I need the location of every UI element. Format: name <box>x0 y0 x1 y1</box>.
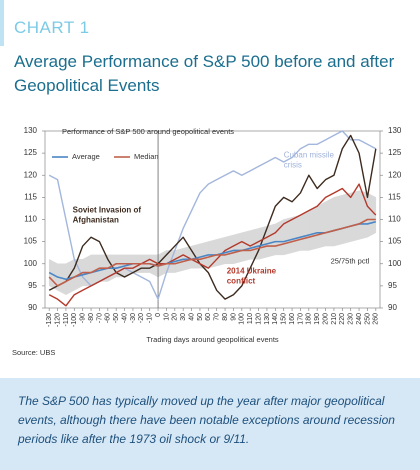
x-tick-label: 210 <box>331 313 338 325</box>
percentile-band <box>350 190 360 242</box>
y-tick-label: 110 <box>24 215 37 224</box>
x-tick-label: -80 <box>88 313 95 323</box>
y-tick-label: 120 <box>24 170 38 179</box>
x-tick-label: 110 <box>247 313 254 324</box>
percentile-band <box>233 232 243 265</box>
x-tick-label: 250 <box>364 313 371 325</box>
series-annotation: Cuban missile crisis <box>284 150 335 169</box>
y2-tick-label: 105 <box>388 237 402 246</box>
y2-tick-label: 100 <box>388 259 402 268</box>
series-line <box>48 218 376 287</box>
y-tick-label: 95 <box>28 281 37 290</box>
accent-strip <box>0 0 4 46</box>
percentile-band <box>333 194 343 247</box>
x-tick-label: 240 <box>356 313 363 325</box>
band-annotation: 25/75th pctl <box>331 257 370 266</box>
x-tick-label: 140 <box>272 313 279 325</box>
y-tick-label: 130 <box>24 126 38 135</box>
x-tick-label: -60 <box>105 313 112 323</box>
y-tick-label: 125 <box>24 148 38 157</box>
x-tick-label: 260 <box>373 313 380 325</box>
x-tick-label: 230 <box>348 313 355 325</box>
x-tick-label: 100 <box>239 313 246 325</box>
event-line <box>48 134 377 300</box>
series-annotation: Soviet Invasion of Afghanistan <box>73 206 142 225</box>
x-tick-label: 190 <box>314 313 321 325</box>
y-tick-label: 90 <box>28 303 37 312</box>
percentile-band <box>300 210 310 251</box>
x-tick-label: 200 <box>322 313 329 325</box>
chart-label: CHART 1 <box>14 18 90 37</box>
x-tick-label: 130 <box>264 313 271 325</box>
percentile-band <box>266 223 276 258</box>
annotation-line: 2014 Ukraine <box>227 266 277 275</box>
x-tick-label: -40 <box>121 313 128 323</box>
percentile-band <box>358 190 368 240</box>
x-tick-label: 220 <box>339 313 346 325</box>
x-tick-label: -90 <box>80 313 87 323</box>
x-tick-label: -70 <box>96 313 103 323</box>
x-tick-label: -20 <box>138 313 145 323</box>
annotation-line: conflict <box>227 276 256 285</box>
chart: Source: UBS 90 90 95 95 100 100 105 105 110 110 11… <box>12 126 402 357</box>
x-tick-label: 80 <box>222 313 229 321</box>
chart-title: Performance of S&P 500 around geopolitic… <box>62 127 234 136</box>
y2-tick-label: 95 <box>388 281 397 290</box>
percentile-band <box>342 192 351 245</box>
x-tick-label: 0 <box>155 313 162 317</box>
series-line <box>48 220 377 281</box>
y2-tick-label: 130 <box>388 126 402 135</box>
note: The S&P 500 has typically moved up the y… <box>0 378 420 470</box>
x-tick-label: 10 <box>163 313 170 321</box>
x-tick-label: -120 <box>54 313 61 327</box>
y2-tick-label: 110 <box>388 215 401 224</box>
annotation-line: Soviet Invasion of <box>73 206 142 215</box>
x-tick-label: 60 <box>205 313 212 321</box>
x-tick-label: 150 <box>281 313 288 325</box>
y2-tick-label: 90 <box>388 303 397 312</box>
series-annotation: 2014 Ukraine conflict <box>227 266 277 285</box>
x-tick-label: -100 <box>71 313 78 327</box>
event-line <box>48 183 377 307</box>
source: Source: UBS <box>12 348 55 357</box>
x-tick-label: 160 <box>289 313 296 325</box>
annotation-line: Cuban missile <box>284 150 335 159</box>
legend-label: Average <box>72 152 100 161</box>
x-tick-label: -50 <box>113 313 120 323</box>
percentile-band <box>367 192 377 238</box>
annotation-line: crisis <box>284 160 302 169</box>
y-tick-label: 105 <box>24 237 38 246</box>
legend-label: Median <box>134 152 159 161</box>
x-tick-label: 50 <box>197 313 204 321</box>
x-tick-label: 120 <box>255 313 262 325</box>
x-tick-label: 40 <box>188 313 195 321</box>
x-tick-label: -110 <box>63 313 70 327</box>
annotation-line: Afghanistan <box>73 216 119 225</box>
y-tick-label: 100 <box>24 259 38 268</box>
x-tick-label: 30 <box>180 313 187 321</box>
y-tick-label: 115 <box>24 192 37 201</box>
heading: Average Performance of S&P 500 before an… <box>14 52 395 95</box>
x-tick-label: 180 <box>306 313 313 325</box>
y2-tick-label: 120 <box>388 170 402 179</box>
x-tick-label: 170 <box>297 313 304 325</box>
x-tick-label: 90 <box>230 313 237 321</box>
x-tick-label: 70 <box>214 313 221 321</box>
y2-tick-label: 125 <box>388 148 402 157</box>
x-tick-label: -30 <box>130 313 137 323</box>
percentile-band <box>308 205 318 251</box>
x-tick-label: -10 <box>147 313 154 323</box>
x-axis-title: Trading days around geopolitical events <box>146 335 279 344</box>
percentile-band <box>291 214 301 254</box>
x-tick-label: -130 <box>46 313 53 327</box>
percentile-band <box>325 196 335 247</box>
y2-tick-label: 115 <box>388 192 401 201</box>
x-tick-label: 20 <box>172 313 179 321</box>
percentile-band <box>316 201 326 249</box>
